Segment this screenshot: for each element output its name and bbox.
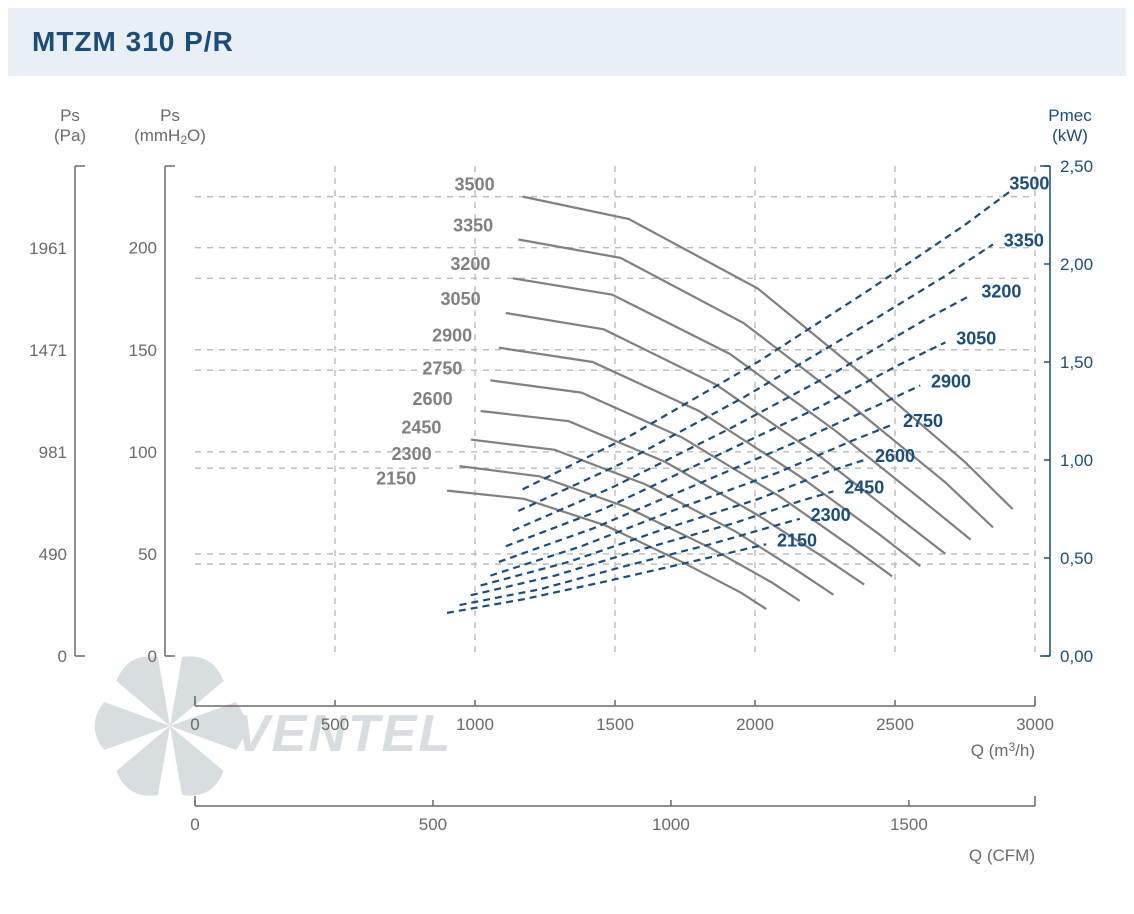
power-curve-3500 xyxy=(523,190,1013,490)
power-curve-label: 3050 xyxy=(956,328,996,348)
tick-pa: 490 xyxy=(39,545,67,564)
pressure-curve-label: 2600 xyxy=(413,389,453,409)
tick-mmh2o: 200 xyxy=(129,239,157,258)
pressure-curve-label: 3350 xyxy=(453,215,493,235)
tick-cfm: 1000 xyxy=(652,815,690,834)
tick-pa: 1961 xyxy=(29,239,67,258)
tick-pa: 981 xyxy=(39,443,67,462)
power-curve-3200 xyxy=(513,295,971,530)
tick-kw: 1,50 xyxy=(1060,353,1093,372)
power-curve-label: 3500 xyxy=(1009,174,1049,194)
tick-mmh2o: 150 xyxy=(129,341,157,360)
tick-kw: 2,50 xyxy=(1060,157,1093,176)
tick-cfm: 1500 xyxy=(890,815,928,834)
power-curve-label: 2600 xyxy=(875,446,915,466)
tick-kw: 1,00 xyxy=(1060,451,1093,470)
tick-m3h: 2000 xyxy=(736,715,774,734)
label-mm-2: (mmH2O) xyxy=(134,126,206,147)
label-kw-2: (kW) xyxy=(1052,126,1088,145)
label-mm-1: Ps xyxy=(160,106,180,125)
tick-cfm: 500 xyxy=(419,815,447,834)
title-bar: MTZM 310 P/R xyxy=(8,8,1126,76)
tick-pa: 0 xyxy=(58,647,67,666)
power-curve-3050 xyxy=(506,342,946,546)
power-curve-label: 2750 xyxy=(903,411,943,431)
pressure-curve-label: 2900 xyxy=(432,326,472,346)
pressure-curve-label: 3200 xyxy=(450,254,490,274)
label-pa-1: Ps xyxy=(60,106,80,125)
tick-kw: 2,00 xyxy=(1060,255,1093,274)
power-curve-label: 3200 xyxy=(981,281,1021,301)
tick-mmh2o: 100 xyxy=(129,443,157,462)
svg-text:VENTEL: VENTEL xyxy=(235,705,452,763)
chart-container: VENTEL 3500 3350 3200 3050 2900 2750 2600 2450 23… xyxy=(0,86,1134,906)
tick-m3h: 2500 xyxy=(876,715,914,734)
power-curve-label: 2450 xyxy=(844,477,884,497)
power-curve-2900 xyxy=(499,386,920,562)
power-curve-label: 2300 xyxy=(811,505,851,525)
tick-m3h: 500 xyxy=(321,715,349,734)
tick-mmh2o: 0 xyxy=(148,647,157,666)
tick-pa: 1471 xyxy=(29,341,67,360)
chart-title: MTZM 310 P/R xyxy=(32,26,234,57)
pressure-curve-label: 2450 xyxy=(401,417,441,437)
pressure-curve-label: 2150 xyxy=(376,469,416,489)
power-curve-label: 2900 xyxy=(931,372,971,392)
power-curve-label: 3350 xyxy=(1004,230,1044,250)
power-curve-2300 xyxy=(460,519,800,605)
tick-m3h: 1000 xyxy=(456,715,494,734)
label-pa-2: (Pa) xyxy=(54,126,86,145)
label-kw-1: Pmec xyxy=(1048,106,1092,125)
fan-curve-chart: VENTEL 3500 3350 3200 3050 2900 2750 2600 2450 23… xyxy=(0,86,1134,906)
pressure-curve-2750 xyxy=(490,380,892,576)
pressure-curve-label: 2300 xyxy=(392,444,432,464)
pressure-curve-label: 3500 xyxy=(455,175,495,195)
pressure-curve-2150 xyxy=(447,491,766,609)
tick-mmh2o: 50 xyxy=(138,545,157,564)
pressure-curve-label: 3050 xyxy=(441,289,481,309)
tick-kw: 0,50 xyxy=(1060,549,1093,568)
power-curve-label: 2150 xyxy=(777,530,817,550)
pressure-curve-label: 2750 xyxy=(422,358,462,378)
label-cfm: Q (CFM) xyxy=(969,846,1035,865)
tick-m3h: 1500 xyxy=(596,715,634,734)
tick-m3h: 0 xyxy=(190,715,199,734)
label-m3h: Q (m3/h) xyxy=(971,740,1035,760)
tick-kw: 0,00 xyxy=(1060,647,1093,666)
tick-cfm: 0 xyxy=(190,815,199,834)
pressure-curve-2300 xyxy=(460,466,800,601)
watermark: VENTEL xyxy=(95,656,453,795)
tick-m3h: 3000 xyxy=(1016,715,1054,734)
